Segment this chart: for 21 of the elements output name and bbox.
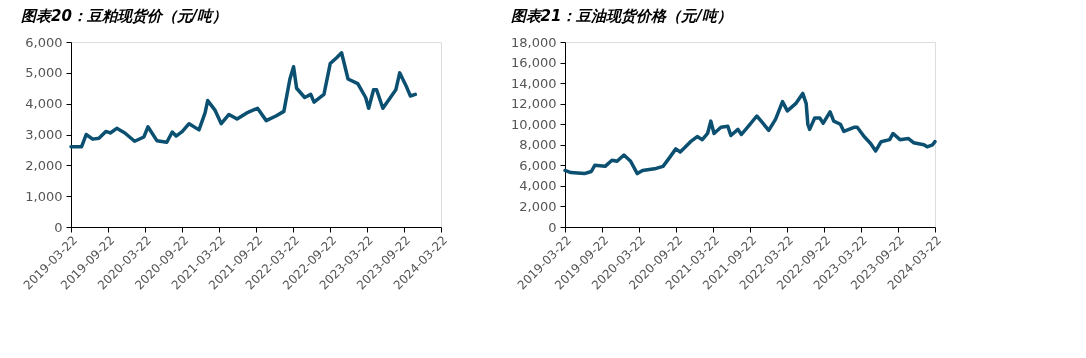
y-tick-label: 12,000	[511, 96, 557, 112]
y-tick-label: 16,000	[511, 55, 557, 71]
y-tick-label: 2,000	[25, 157, 63, 173]
y-tick-label: 2,000	[519, 198, 557, 214]
y-tick-label: 14,000	[511, 75, 557, 91]
line-series	[563, 91, 937, 176]
y-tick-label: 6,000	[25, 34, 63, 50]
chart-title: 图表21：豆油现货价格（元/吨）	[510, 7, 732, 25]
y-tick-label: 10,000	[511, 116, 557, 132]
y-tick-label: 18,000	[511, 34, 557, 50]
y-tick-label: 1,000	[25, 188, 63, 204]
y-tick-label: 6,000	[519, 157, 557, 173]
y-tick-label: 4,000	[25, 96, 63, 112]
line-series	[69, 51, 418, 149]
y-tick-label: 0	[548, 219, 557, 235]
y-tick-label: 8,000	[519, 137, 557, 153]
y-tick-label: 5,000	[25, 65, 63, 81]
chart-title: 图表20：豆粕现货价（元/吨）	[20, 7, 228, 25]
y-tick-label: 0	[54, 219, 63, 235]
y-tick-label: 4,000	[519, 178, 557, 194]
y-tick-label: 3,000	[25, 127, 63, 142]
